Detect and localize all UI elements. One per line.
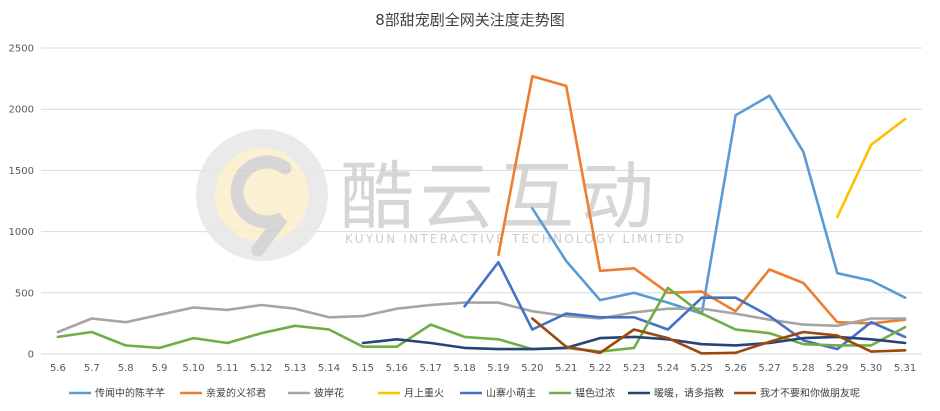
y-tick-label: 2000 [9,105,34,116]
x-tick-label: 5.14 [318,363,340,374]
x-tick-label: 5.26 [725,363,747,374]
series-line-2 [56,301,907,334]
x-tick-label: 5.31 [894,363,916,374]
y-tick-label: 1500 [9,166,34,177]
legend-label: 彼岸花 [314,387,344,400]
x-tick-label: 5.7 [84,363,100,374]
x-tick-label: 5.16 [386,363,408,374]
legend-label: 韫色过浓 [575,387,615,400]
legend-label: 我才不要和你做朋友呢 [760,387,860,400]
x-tick-label: 5.15 [352,363,374,374]
x-tick-label: 5.17 [420,363,442,374]
x-tick-label: 5.21 [555,363,577,374]
gridlines [41,47,922,355]
x-tick-label: 5.12 [250,363,272,374]
y-tick-label: 0 [28,350,34,361]
y-tick-label: 1000 [9,227,34,238]
x-tick-label: 5.27 [758,363,780,374]
x-axis-ticks: 5.6 5.7 5.8 5.9 5.10 5.11 5.12 5.13 5.14 5.15 5.16… [50,363,916,374]
x-tick-label: 5.10 [182,363,204,374]
x-tick-label: 5.25 [691,363,713,374]
watermark-logo-nine-icon [230,155,292,257]
x-tick-label: 5.18 [453,363,475,374]
y-tick-label: 500 [15,288,34,299]
x-tick-label: 5.24 [657,363,679,374]
watermark-brand: 酷云互动 [340,154,660,240]
watermark: 酷云互动 KUYUN INTERACTIVE TECHNOLOGY LIMITE… [196,129,686,261]
series-line-6 [361,335,907,351]
legend-label: 月上重火 [404,387,444,400]
legend-label: 传闻中的陈芊芊 [95,387,165,400]
x-tick-label: 5.9 [152,363,168,374]
y-tick-label: 2500 [9,44,34,55]
x-tick-label: 5.30 [860,363,882,374]
series-line-0 [531,94,907,315]
y-axis-ticks: 0 500 1000 1500 2000 2500 [9,44,34,361]
x-tick-label: 5.13 [284,363,306,374]
x-tick-label: 5.29 [826,363,848,374]
x-tick-label: 5.20 [521,363,543,374]
series-line-4 [463,260,907,351]
x-tick-label: 5.11 [216,363,238,374]
legend-label: 山寨小萌主 [486,387,536,400]
x-tick-label: 5.23 [623,363,645,374]
x-tick-label: 5.19 [487,363,509,374]
series-line-5 [56,286,907,353]
legend-label: 亲爱的义祁君 [206,387,266,400]
series-lines [56,74,907,355]
watermark-tagline: KUYUN INTERACTIVE TECHNOLOGY LIMITED [345,232,686,246]
x-tick-label: 5.8 [118,363,134,374]
legend: 传闻中的陈芊芊 亲爱的义祁君 彼岸花 月上重火 山寨小萌主 韫色过浓 暖暖，请多指教 我才不要… [69,387,860,400]
series-line-7 [531,317,907,355]
series-line-3 [836,117,907,219]
x-tick-label: 5.28 [792,363,814,374]
series-line-1 [497,74,907,325]
legend-label: 暖暖，请多指教 [654,387,724,400]
x-tick-label: 5.22 [589,363,611,374]
x-tick-label: 5.6 [50,363,66,374]
chart-title: 8部甜宠剧全网关注度走势图 [375,11,565,29]
